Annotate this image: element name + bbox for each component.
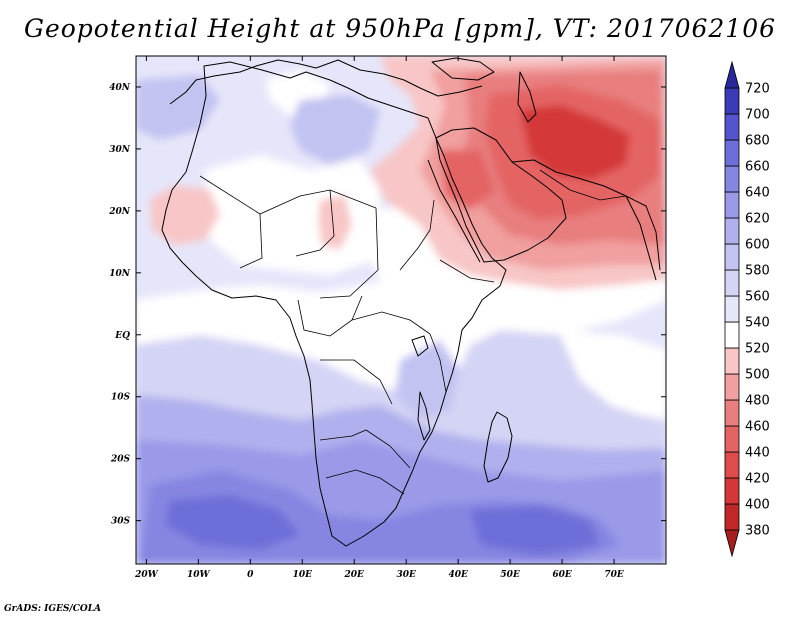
country-borders (199, 169, 627, 495)
colorbar-label: 420 (745, 472, 770, 487)
colorbar-swatch (724, 503, 740, 531)
map-title: Geopotential Height at 950hPa [gpm], VT:… (23, 14, 777, 43)
colorbar-swatch (724, 191, 740, 219)
colorbar-label: 700 (745, 108, 770, 123)
lon-tick-label: 0 (247, 570, 254, 580)
lat-tick-label: 20N (108, 207, 131, 217)
colorbar-swatch (724, 60, 740, 89)
colorbar-swatch (724, 87, 740, 115)
lat-tick-label: 30N (109, 145, 131, 155)
colorbar-label: 400 (745, 498, 770, 513)
grads-credit: GrADS: IGES/COLA (4, 604, 102, 614)
lon-tick-label: 70E (604, 570, 624, 580)
colorbar-swatch (724, 295, 740, 323)
axis-labels: 20W 10W 0 10E 20E 30E 40E 50E 60E 70E 40N 30N 20N 10N… (108, 83, 624, 580)
lon-tick-label: 20W (134, 570, 159, 580)
lon-tick-label: 40E (448, 570, 468, 580)
lat-tick-label: EQ (114, 331, 130, 341)
coastlines-and-borders (161, 57, 661, 547)
colorbar-label: 540 (745, 316, 770, 331)
colorbar-label: 560 (745, 290, 770, 305)
colorbar-swatch (724, 243, 740, 271)
lon-tick-label: 10W (187, 570, 211, 580)
colorbar-label: 500 (745, 368, 770, 383)
lat-tick-label: 10N (109, 269, 131, 279)
colorbar-label: 440 (745, 446, 770, 461)
colorbar: 380 400 420 440 460 480 500 520 540 560 580 600 620 6… (724, 60, 770, 558)
colorbar-swatch (724, 425, 740, 453)
colorbar-swatch (724, 347, 740, 375)
lat-tick-label: 10S (111, 393, 131, 403)
colorbar-swatch (724, 269, 740, 297)
colorbar-label: 480 (745, 394, 770, 409)
colorbar-swatch (724, 529, 740, 558)
lon-tick-label: 60E (552, 570, 572, 580)
colorbar-swatch (724, 373, 740, 401)
colorbar-swatch (724, 165, 740, 193)
lon-tick-label: 30E (397, 570, 417, 580)
height-field-shading (136, 56, 666, 564)
colorbar-label: 520 (745, 342, 770, 357)
colorbar-swatch (724, 399, 740, 427)
lat-tick-label: 20S (110, 455, 131, 465)
lat-tick-label: 30S (111, 517, 131, 527)
colorbar-label: 460 (745, 420, 770, 435)
colorbar-label: 620 (745, 212, 770, 227)
colorbar-swatch (724, 451, 740, 479)
colorbar-swatch (724, 477, 740, 505)
colorbar-swatch (724, 113, 740, 141)
colorbar-label: 380 (745, 524, 770, 539)
lon-tick-label: 50E (500, 570, 520, 580)
colorbar-swatch (724, 321, 740, 349)
colorbar-swatch (724, 217, 740, 245)
colorbar-label: 640 (745, 186, 770, 201)
colorbar-swatch (724, 139, 740, 167)
lon-tick-label: 10E (293, 570, 313, 580)
colorbar-label: 580 (745, 264, 770, 279)
plot-frame (135, 55, 667, 565)
lon-tick-label: 20E (344, 570, 365, 580)
colorbar-label: 720 (745, 82, 770, 97)
lat-tick-label: 40N (109, 83, 131, 93)
colorbar-label: 680 (745, 134, 770, 149)
colorbar-label: 660 (745, 160, 770, 175)
colorbar-label: 600 (745, 238, 770, 253)
axis-ticks (136, 56, 666, 564)
